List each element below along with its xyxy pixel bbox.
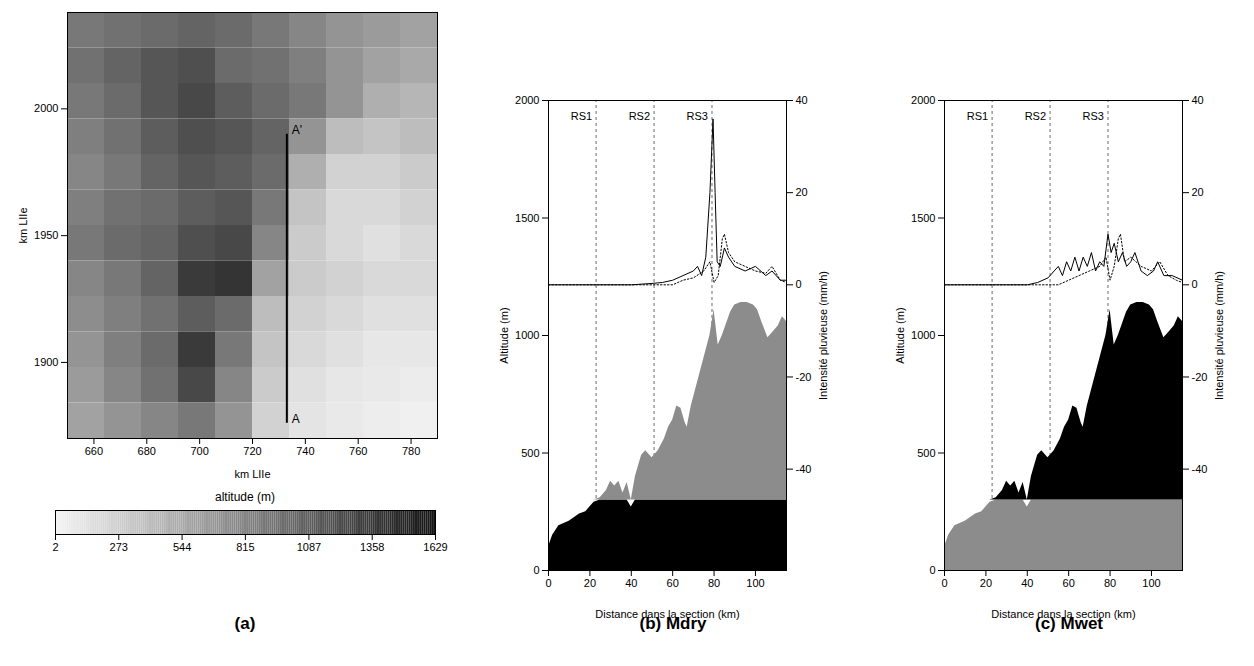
svg-text:RS3: RS3 [1083, 110, 1104, 122]
svg-text:760: 760 [349, 445, 367, 457]
svg-text:1950: 1950 [34, 229, 58, 241]
svg-text:40: 40 [796, 94, 808, 106]
svg-text:815: 815 [236, 541, 254, 553]
svg-text:0: 0 [929, 564, 935, 576]
svg-text:680: 680 [138, 445, 156, 457]
svg-text:2000: 2000 [911, 94, 935, 106]
svg-text:2: 2 [52, 541, 58, 553]
svg-text:1629: 1629 [423, 541, 447, 553]
svg-text:-40: -40 [796, 463, 812, 475]
svg-text:RS2: RS2 [629, 110, 650, 122]
svg-text:40: 40 [1021, 577, 1033, 589]
svg-text:km LIIe: km LIIe [17, 207, 29, 243]
svg-text:660: 660 [85, 445, 103, 457]
svg-text:0: 0 [533, 564, 539, 576]
svg-text:100: 100 [746, 577, 764, 589]
svg-text:RS1: RS1 [967, 110, 988, 122]
svg-text:1000: 1000 [911, 329, 935, 341]
svg-text:80: 80 [708, 577, 720, 589]
svg-text:0: 0 [1192, 278, 1198, 290]
svg-text:720: 720 [243, 445, 261, 457]
svg-text:-20: -20 [796, 370, 812, 382]
svg-text:2000: 2000 [34, 102, 58, 114]
svg-text:60: 60 [667, 577, 679, 589]
svg-text:60: 60 [1063, 577, 1075, 589]
svg-text:Intensité pluvieuse (mm/h): Intensité pluvieuse (mm/h) [1213, 271, 1225, 400]
svg-text:40: 40 [1192, 94, 1204, 106]
svg-text:2000: 2000 [515, 94, 539, 106]
svg-text:0: 0 [796, 278, 802, 290]
svg-text:700: 700 [190, 445, 208, 457]
svg-text:80: 80 [1104, 577, 1116, 589]
svg-text:544: 544 [173, 541, 191, 553]
svg-text:1087: 1087 [297, 541, 321, 553]
svg-text:Intensité pluvieuse (mm/h): Intensité pluvieuse (mm/h) [817, 271, 829, 400]
svg-text:RS2: RS2 [1025, 110, 1046, 122]
svg-text:500: 500 [521, 447, 539, 459]
svg-text:20: 20 [796, 186, 808, 198]
svg-text:A: A [292, 412, 300, 426]
svg-text:1358: 1358 [360, 541, 384, 553]
svg-text:1500: 1500 [515, 212, 539, 224]
svg-text:273: 273 [110, 541, 128, 553]
svg-text:RS3: RS3 [687, 110, 708, 122]
svg-text:1500: 1500 [911, 212, 935, 224]
svg-text:740: 740 [296, 445, 314, 457]
svg-text:RS1: RS1 [571, 110, 592, 122]
svg-text:20: 20 [980, 577, 992, 589]
svg-text:-40: -40 [1192, 463, 1208, 475]
svg-text:20: 20 [1192, 186, 1204, 198]
svg-text:A': A' [292, 123, 302, 137]
svg-text:100: 100 [1142, 577, 1160, 589]
svg-text:20: 20 [584, 577, 596, 589]
svg-text:Altitude (m): Altitude (m) [894, 307, 906, 363]
svg-text:780: 780 [402, 445, 420, 457]
svg-text:Altitude (m): Altitude (m) [498, 307, 510, 363]
svg-text:0: 0 [941, 577, 947, 589]
svg-text:1000: 1000 [515, 329, 539, 341]
svg-text:500: 500 [917, 447, 935, 459]
svg-text:-20: -20 [1192, 370, 1208, 382]
svg-text:40: 40 [625, 577, 637, 589]
svg-text:km LIIe: km LIIe [234, 468, 270, 480]
svg-text:1900: 1900 [34, 356, 58, 368]
svg-text:0: 0 [545, 577, 551, 589]
